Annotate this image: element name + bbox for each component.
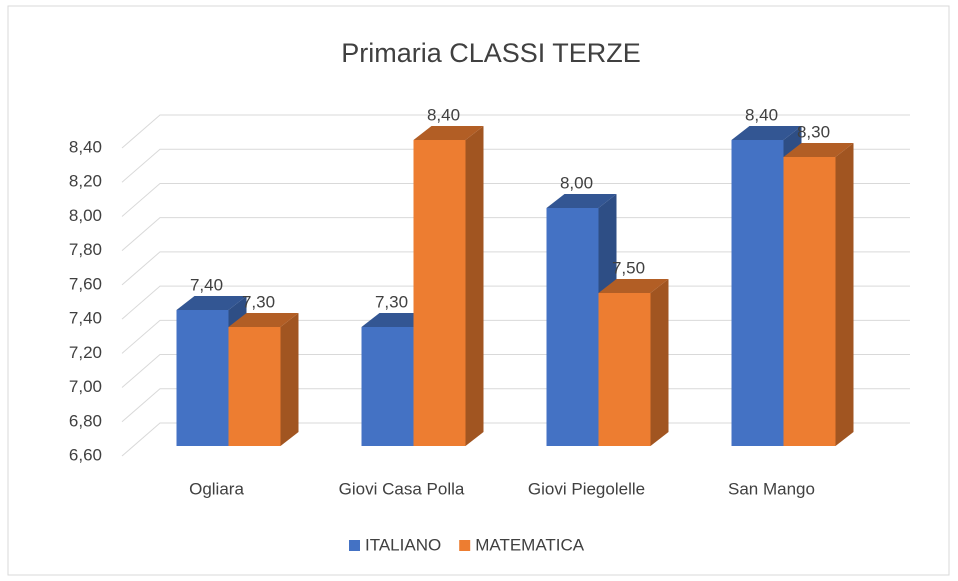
- x-tick-label: Giovi Piegolelle: [528, 479, 645, 498]
- bar-top: [546, 194, 617, 208]
- bar-front: [228, 327, 281, 446]
- grid-line: [121, 148, 910, 183]
- bar-side: [280, 313, 299, 446]
- legend-swatch: [459, 540, 471, 551]
- bar-front: [731, 140, 784, 446]
- x-tick-label: Giovi Casa Polla: [339, 479, 465, 498]
- legend-label: MATEMATICA: [475, 535, 585, 554]
- y-tick-label: 7,20: [69, 343, 102, 362]
- bar-front: [783, 157, 836, 446]
- grid-line: [121, 251, 910, 286]
- y-tick-label: 7,00: [69, 377, 102, 396]
- bar-top: [176, 296, 247, 310]
- bar-front: [598, 293, 651, 446]
- bar-top: [598, 279, 669, 293]
- data-label: 7,30: [242, 292, 275, 311]
- bar-front: [413, 140, 466, 446]
- y-tick-label: 7,40: [69, 309, 102, 328]
- bar: [413, 126, 484, 446]
- data-label: 8,40: [427, 105, 460, 124]
- x-tick-label: Ogliara: [189, 479, 244, 498]
- bar: [783, 143, 854, 446]
- y-tick-label: 8,00: [69, 206, 102, 225]
- data-label: 8,40: [745, 105, 778, 124]
- data-label: 8,00: [560, 173, 593, 192]
- data-label: 7,30: [375, 292, 408, 311]
- bar-top: [413, 126, 484, 140]
- y-tick-label: 7,80: [69, 240, 102, 259]
- y-tick-label: 8,40: [69, 137, 102, 156]
- y-tick-label: 6,60: [69, 445, 102, 464]
- bar-front: [361, 327, 414, 446]
- x-tick-label: San Mango: [728, 479, 815, 498]
- legend-label: ITALIANO: [365, 535, 441, 554]
- bar-side: [835, 143, 854, 446]
- bar: [228, 313, 299, 446]
- y-tick-label: 8,20: [69, 172, 102, 191]
- bar-front: [176, 310, 229, 446]
- bar-top: [228, 313, 299, 327]
- legend-swatch: [349, 540, 360, 551]
- grid-line: [121, 182, 910, 217]
- grid-line: [121, 217, 910, 252]
- data-label: 7,50: [612, 258, 645, 277]
- chart-title: Primaria CLASSI TERZE: [341, 38, 641, 68]
- data-label: 8,30: [797, 122, 830, 141]
- bar-front: [546, 208, 599, 446]
- grid-line: [121, 114, 910, 149]
- bar-side: [465, 126, 484, 446]
- y-tick-label: 7,60: [69, 274, 102, 293]
- bar-side: [650, 279, 669, 446]
- bar: [598, 279, 669, 446]
- bar-top: [731, 126, 802, 140]
- bar-top: [783, 143, 854, 157]
- y-tick-label: 6,80: [69, 411, 102, 430]
- data-label: 7,40: [190, 275, 223, 294]
